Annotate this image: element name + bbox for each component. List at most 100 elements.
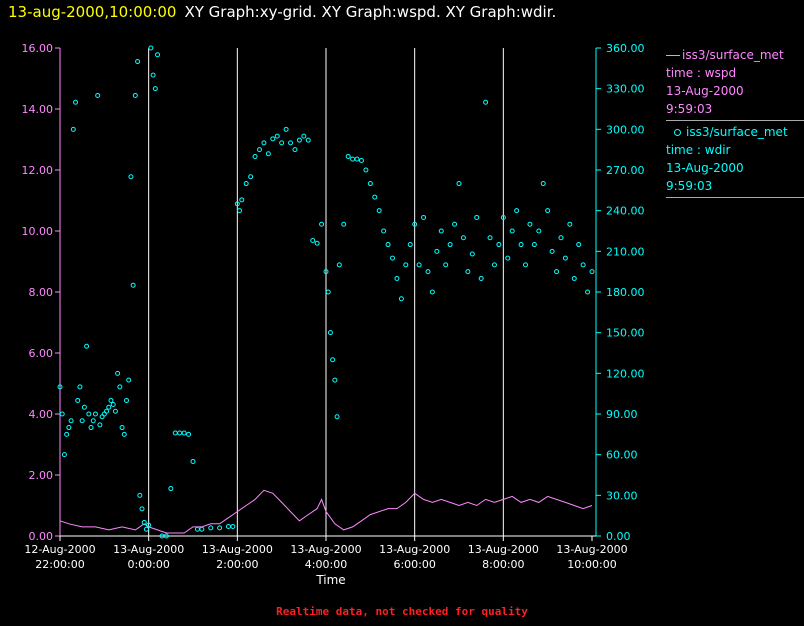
legend-wspd-date: 13-Aug-2000 (666, 84, 744, 98)
data-point-wdir (296, 137, 302, 143)
data-point-wdir (95, 92, 101, 98)
data-point-wdir (110, 402, 116, 408)
data-point-wdir (124, 397, 129, 403)
x-tick-date-label: 13-Aug-2000 (290, 543, 361, 556)
legend: iss3/surface_met time : wspd 13-Aug-2000… (666, 46, 804, 200)
data-point-wdir (137, 492, 143, 498)
y-left-tick-label: 14.00 (22, 103, 54, 116)
data-point-wdir (252, 153, 258, 159)
data-point-wdir (234, 201, 240, 207)
data-point-wdir (257, 147, 262, 153)
data-point-wdir (385, 242, 391, 248)
data-point-wdir (194, 526, 200, 532)
y-left-tick-label: 0.00 (29, 530, 54, 543)
data-point-wdir (61, 452, 67, 458)
data-point-wdir (478, 275, 484, 281)
x-tick-date-label: 12-Aug-2000 (24, 543, 95, 556)
x-tick-time-label: 22:00:00 (35, 558, 84, 571)
data-point-wdir (390, 255, 395, 261)
data-point-wdir (112, 408, 118, 414)
data-point-wdir (279, 140, 285, 146)
line-swatch-icon (666, 55, 680, 56)
data-point-wdir (483, 99, 489, 105)
legend-wdir-name: iss3/surface_met (686, 125, 788, 139)
data-point-wdir (327, 330, 333, 336)
data-point-wdir (288, 140, 294, 146)
data-point-wdir (265, 151, 271, 157)
data-point-wdir (465, 269, 471, 275)
data-point-wdir (70, 126, 76, 132)
legend-wspd-time: 9:59:03 (666, 102, 713, 116)
legend-wspd-name: iss3/surface_met (682, 48, 784, 62)
data-point-wdir (452, 221, 458, 227)
data-point-wdir (540, 181, 546, 187)
data-point-wdir (97, 422, 103, 428)
data-point-wdir (130, 282, 136, 288)
data-point-wdir (429, 289, 435, 295)
data-point-wdir (358, 158, 364, 164)
y-left-tick-label: 16.00 (22, 42, 54, 55)
data-point-wdir (139, 506, 145, 512)
data-point-wdir (571, 275, 577, 281)
data-point-wdir (239, 197, 245, 203)
data-point-wdir (148, 45, 154, 51)
data-point-wdir (163, 533, 169, 539)
data-point-wdir (77, 384, 83, 390)
legend-wdir-var: time : wdir (666, 143, 731, 157)
data-point-wdir (545, 208, 551, 214)
data-point-wdir (589, 269, 595, 275)
data-point-wdir (487, 235, 493, 241)
x-tick-time-label: 10:00:00 (567, 558, 616, 571)
data-point-wdir (146, 522, 152, 528)
data-point-wdir (143, 526, 149, 532)
data-point-wdir (283, 126, 289, 132)
data-point-wdir (474, 214, 480, 220)
x-tick-time-label: 0:00:00 (127, 558, 169, 571)
data-point-wdir (305, 137, 311, 143)
data-point-wdir (90, 418, 96, 424)
x-tick-date-label: 13-Aug-2000 (113, 543, 184, 556)
data-point-wdir (434, 248, 440, 254)
data-point-wdir (141, 519, 147, 525)
data-point-wdir (208, 525, 214, 531)
data-point-wdir (549, 248, 555, 254)
data-point-wdir (88, 425, 94, 431)
x-tick-time-label: 8:00:00 (482, 558, 524, 571)
x-tick-date-label: 13-Aug-2000 (556, 543, 627, 556)
data-point-wdir (57, 384, 63, 390)
data-point-wdir (460, 235, 466, 241)
data-point-wdir (225, 524, 231, 530)
data-point-wdir (394, 275, 400, 281)
data-point-wdir (84, 343, 90, 349)
data-point-wdir (523, 262, 528, 268)
x-axis-label: Time (316, 573, 346, 587)
data-point-wdir (500, 214, 506, 220)
data-point-wdir (531, 242, 537, 248)
data-point-wdir (354, 156, 360, 162)
data-point-wdir (292, 147, 298, 153)
y-right-tick-label: 180.00 (606, 286, 645, 299)
y-right-tick-label: 360.00 (606, 42, 645, 55)
legend-wspd-var: time : wspd (666, 66, 737, 80)
data-point-wdir (66, 425, 72, 431)
data-point-wdir (381, 228, 387, 234)
data-point-wdir (518, 242, 524, 248)
quality-notice: Realtime data, not checked for quality (276, 605, 528, 618)
legend-item-wspd: iss3/surface_met time : wspd 13-Aug-2000… (666, 46, 804, 121)
legend-wdir-date: 13-Aug-2000 (666, 161, 744, 175)
data-point-wdir (135, 59, 141, 65)
x-tick-date-label: 13-Aug-2000 (202, 543, 273, 556)
data-point-wdir (376, 208, 382, 214)
data-point-wdir (514, 208, 520, 214)
x-tick-time-label: 4:00:00 (305, 558, 347, 571)
data-point-wdir (106, 404, 112, 410)
data-point-wdir (190, 458, 196, 464)
series-line-wspd (59, 489, 593, 534)
data-point-wdir (491, 262, 497, 268)
data-point-wdir (576, 242, 582, 248)
data-point-wdir (403, 262, 409, 268)
data-point-wdir (217, 525, 223, 531)
data-point-wdir (86, 411, 92, 417)
data-point-wdir (59, 411, 65, 417)
data-point-wdir (150, 72, 156, 78)
